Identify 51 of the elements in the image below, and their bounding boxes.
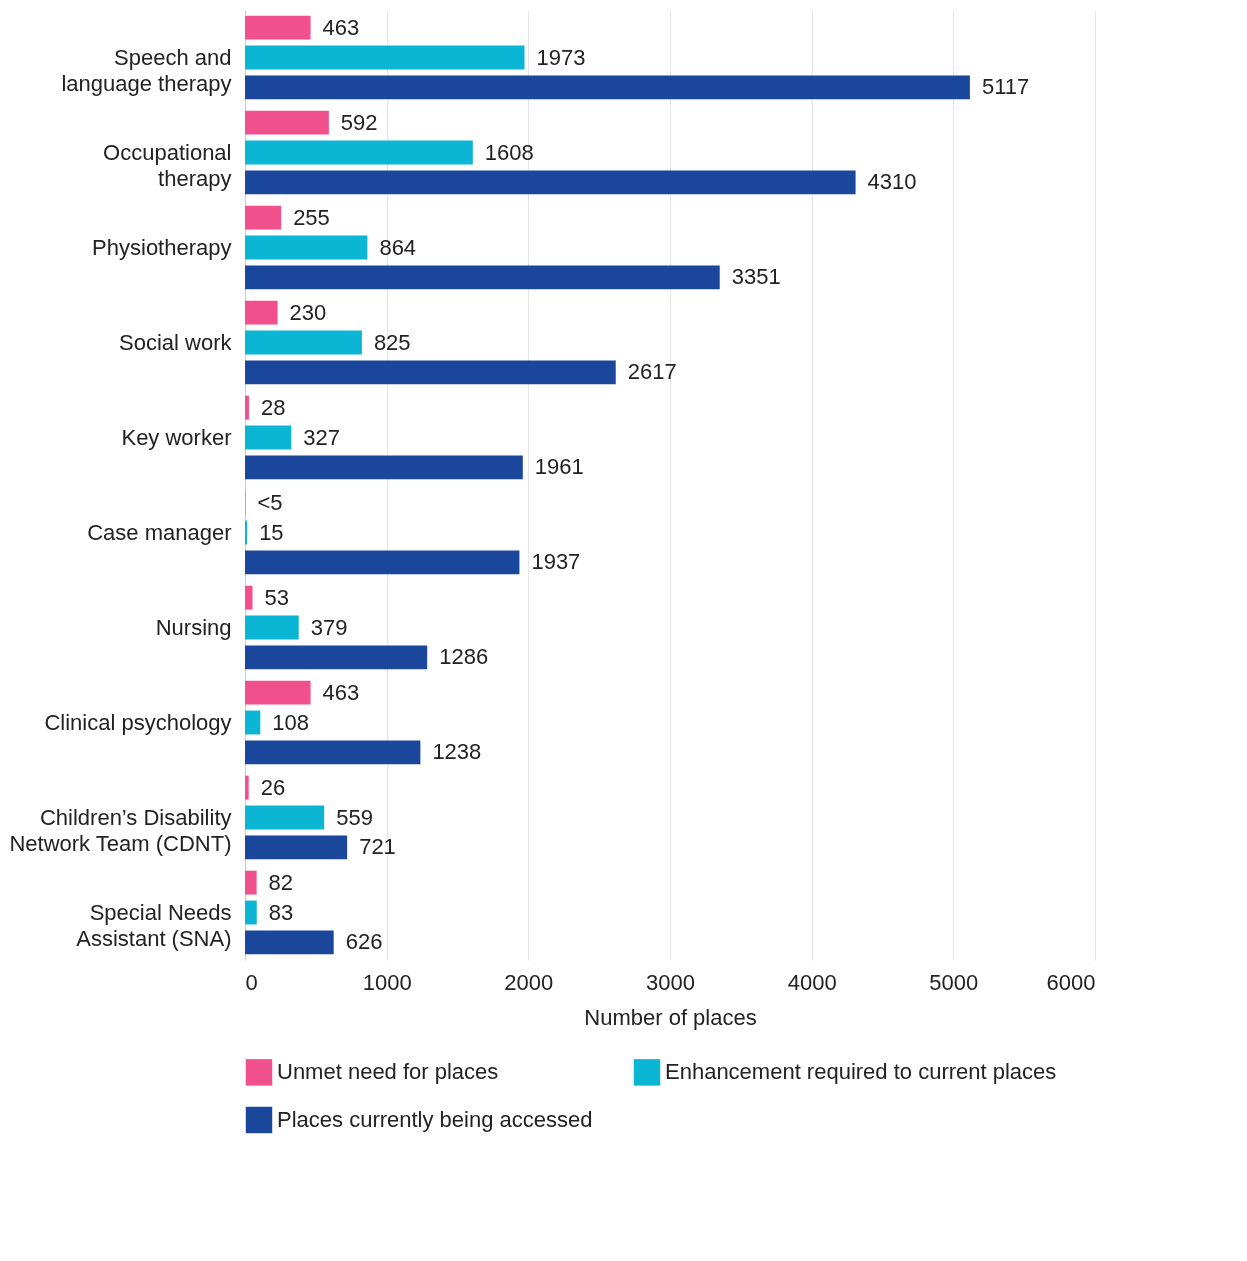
data-label: 83 <box>268 899 294 925</box>
data-label: 82 <box>268 869 294 895</box>
data-label: 864 <box>379 234 417 260</box>
y-tick-label: Social work <box>119 329 233 355</box>
data-label: 559 <box>336 804 373 830</box>
x-tick-label: 3000 <box>646 969 695 995</box>
data-label: 1286 <box>439 644 489 670</box>
data-label: 1973 <box>536 44 586 70</box>
data-label: 3351 <box>731 264 781 290</box>
data-label: 108 <box>272 709 310 735</box>
y-tick-label: Case manager <box>87 519 232 545</box>
x-tick-label: 6000 <box>1046 969 1096 995</box>
data-label: 327 <box>303 424 341 450</box>
y-tick-label: Physiotherapy <box>92 234 232 260</box>
data-label: 1608 <box>484 139 534 165</box>
data-label: 1238 <box>432 739 482 765</box>
data-label: 26 <box>260 774 286 800</box>
data-label: 2617 <box>627 359 677 385</box>
data-label: 4310 <box>867 169 917 195</box>
x-axis-title: Number of places <box>584 1004 757 1030</box>
data-label: 15 <box>259 519 284 545</box>
data-label: 463 <box>322 679 360 705</box>
x-tick-label: 0 <box>245 969 258 995</box>
data-label: 825 <box>373 329 411 355</box>
legend-label: Enhancement required to current places <box>665 1059 1057 1085</box>
data-label: 230 <box>289 299 327 325</box>
data-label: 1961 <box>534 454 584 480</box>
y-tick-label: Special Needs Assistant (SNA) <box>76 899 232 951</box>
data-label: 379 <box>310 614 348 640</box>
data-label: 592 <box>340 109 378 135</box>
data-label: 5117 <box>981 74 1030 100</box>
data-label: 53 <box>264 584 289 610</box>
data-label: 463 <box>322 14 360 40</box>
x-tick-label: 4000 <box>787 969 837 995</box>
y-tick-label: Children’s Disability Network Team (CDNT) <box>9 804 232 856</box>
data-label: 255 <box>293 204 330 230</box>
data-label: 28 <box>260 394 286 420</box>
y-tick-label: Key worker <box>121 424 232 450</box>
y-tick-label: Clinical psychology <box>44 709 232 735</box>
x-tick-label: 2000 <box>504 969 554 995</box>
x-tick-label: 5000 <box>929 969 979 995</box>
y-tick-label: Speech and language therapy <box>61 44 232 96</box>
y-tick-label: Occupational therapy <box>103 139 232 191</box>
y-tick-label: Nursing <box>155 614 232 640</box>
data-label: 626 <box>345 929 383 955</box>
data-label: 721 <box>359 834 396 860</box>
data-label: 1937 <box>531 549 581 575</box>
data-label: <5 <box>257 489 283 515</box>
legend-label: Unmet need for places <box>277 1059 499 1085</box>
legend-label: Places currently being accessed <box>277 1107 593 1132</box>
x-tick-label: 1000 <box>362 969 412 995</box>
